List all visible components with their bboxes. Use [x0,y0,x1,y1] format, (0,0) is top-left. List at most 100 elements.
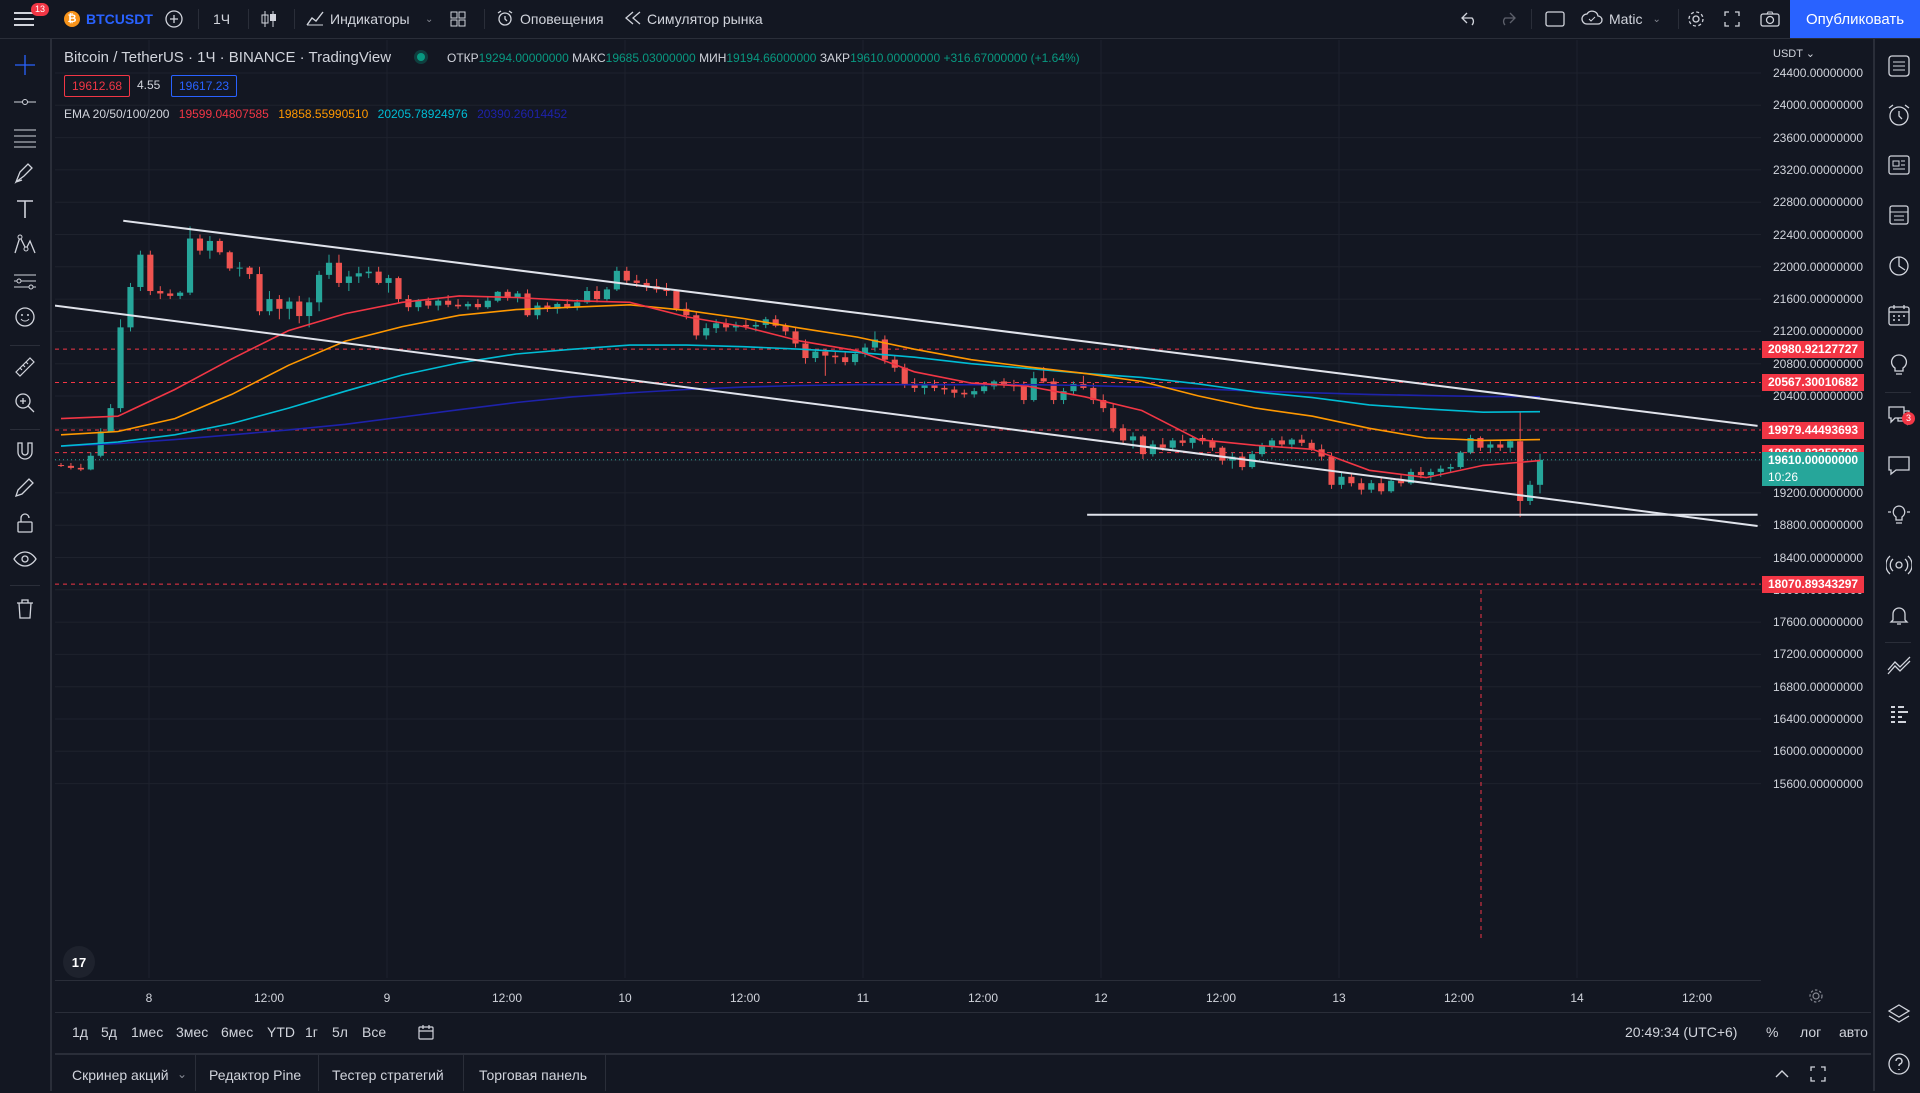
range-button[interactable]: 1г [305,1024,318,1040]
brush-icon[interactable] [13,161,37,185]
calendar-icon[interactable] [1886,302,1912,328]
undo-icon[interactable] [1461,0,1479,38]
magnet-icon[interactable] [13,439,37,463]
notifications-bell-icon[interactable] [1886,602,1912,628]
time-axis-label: 12:00 [1205,991,1237,1005]
camera-snapshot-icon[interactable] [1760,0,1780,38]
range-button[interactable]: 5д [101,1024,117,1040]
lightbulb-icon[interactable] [1886,352,1912,378]
range-button[interactable]: 6мес [221,1024,254,1040]
cloud-icon [1581,10,1603,29]
price-chart[interactable] [55,40,1761,978]
range-button[interactable]: YTD [267,1024,295,1040]
toolbar-divider [10,585,40,586]
replay-button[interactable]: Симулятор рынка [625,0,763,38]
rectangle-select-icon[interactable] [1545,0,1565,38]
redo-icon[interactable] [1498,0,1516,38]
bitcoin-icon: ₿ [64,11,80,27]
axis-settings-icon[interactable] [1808,988,1824,1009]
range-button[interactable]: 3мес [176,1024,209,1040]
text-tool-icon[interactable] [13,197,37,221]
alerts-clock-icon[interactable] [1886,102,1912,128]
indicators-button[interactable]: Индикаторы [306,0,410,38]
news-icon[interactable] [1886,152,1912,178]
candle-body [1209,441,1216,448]
range-button[interactable]: 1д [72,1024,88,1040]
bottom-tab[interactable]: Редактор Pine [209,1067,302,1083]
time-axis[interactable]: 8 12:00 9 12:00 10 12:00 11 12:00 12 12:00 13 12:00… [55,980,1761,1011]
price-level-tag: 20980.92127727 [1762,341,1864,359]
close-value: 19610.00000000 [850,51,941,65]
buy-price-button[interactable]: 19617.23 [171,75,238,97]
menu-icon[interactable] [14,0,34,38]
candle-body [177,292,184,296]
candle-type-icon[interactable] [260,0,278,38]
range-button[interactable]: Все [362,1024,387,1040]
eye-icon[interactable] [13,547,37,571]
candle-body [375,271,382,283]
pattern-tool-icon[interactable] [13,233,37,257]
clock-display[interactable]: 20:49:34 (UTC+6) [1625,1024,1738,1040]
bottom-tab[interactable]: Торговая панель [479,1067,588,1083]
watchlist-icon[interactable] [1886,53,1912,79]
range-button[interactable]: 1мес [131,1024,164,1040]
candle-body [117,327,124,409]
ema-legend[interactable]: EMA 20/50/100/200 19599.04807585 19858.5… [64,107,567,121]
chevron-down-icon[interactable]: ⌄ [425,13,434,25]
bottom-tab[interactable]: Тестер стратегий [332,1067,444,1083]
tab-divider [605,1055,606,1091]
lock-icon[interactable] [13,511,37,535]
maximize-panel-icon[interactable] [1809,1065,1827,1088]
emoji-icon[interactable] [13,305,37,329]
publish-button[interactable]: Опубликовать [1790,0,1920,38]
tab-divider [195,1055,196,1091]
dom-icon[interactable] [1886,702,1912,728]
price-scale-label: 22000.00000000 [1773,259,1864,274]
high-value: 19685.03000000 [605,51,696,65]
candle-body [1507,441,1514,448]
zoom-in-icon[interactable] [13,391,37,415]
open-value: 19294.00000000 [478,51,569,65]
settings-gear-icon[interactable] [1686,0,1706,38]
crosshair-icon[interactable] [13,53,37,77]
tradingview-logo[interactable]: 17 [63,946,95,978]
range-button[interactable]: 5л [332,1024,348,1040]
help-icon[interactable] [1886,1051,1912,1077]
compare-add-icon[interactable] [164,0,184,38]
hotlist-icon[interactable] [1886,252,1912,278]
goto-date-icon[interactable] [417,1023,435,1046]
bottom-tab[interactable]: Скринер акций [72,1067,169,1083]
price-scale[interactable]: USDT ⌄ 24400.00000000 24000.00000000 23600… [1763,40,1871,978]
pencil-lock-icon[interactable] [13,475,37,499]
streams-icon[interactable] [1885,552,1913,578]
data-window-icon[interactable] [1886,202,1912,228]
fullscreen-icon[interactable] [1724,0,1740,38]
symbol-title[interactable]: Bitcoin / TetherUS · 1Ч · BINANCE · Trad… [64,49,392,66]
percent-scale-toggle[interactable]: % [1766,1024,1779,1040]
ruler-icon[interactable] [13,355,37,379]
sell-price-button[interactable]: 19612.68 [64,75,131,97]
trash-icon[interactable] [13,597,37,621]
candle-body [961,392,968,395]
collapse-panel-icon[interactable] [1773,1065,1791,1088]
layout-grid-icon[interactable] [450,0,466,38]
interval-button[interactable]: 1Ч [213,11,231,27]
symbol-search-button[interactable]: ₿ BTCUSDT [64,0,153,38]
trendline-lower [55,304,1758,527]
candle-body [643,282,650,287]
alerts-button[interactable]: Оповещения [496,0,604,38]
prediction-tool-icon[interactable] [13,269,37,293]
currency-select[interactable]: USDT ⌄ [1773,48,1816,60]
trading-panel-icon[interactable] [1886,652,1912,678]
chevron-down-icon[interactable]: ⌄ [177,1067,188,1081]
layers-icon[interactable] [1886,1002,1912,1028]
log-scale-toggle[interactable]: лог [1800,1024,1822,1040]
ideas-chat-icon[interactable] [1886,452,1912,478]
auto-scale-toggle[interactable]: авто [1839,1024,1868,1040]
idea-bulb-icon[interactable] [1886,502,1912,528]
candle-body [454,304,462,307]
fib-retracement-icon[interactable] [13,125,37,149]
trend-line-icon[interactable] [13,89,37,113]
candle-body [167,293,174,296]
layout-menu-button[interactable]: Matic ⌄ [1581,0,1661,38]
